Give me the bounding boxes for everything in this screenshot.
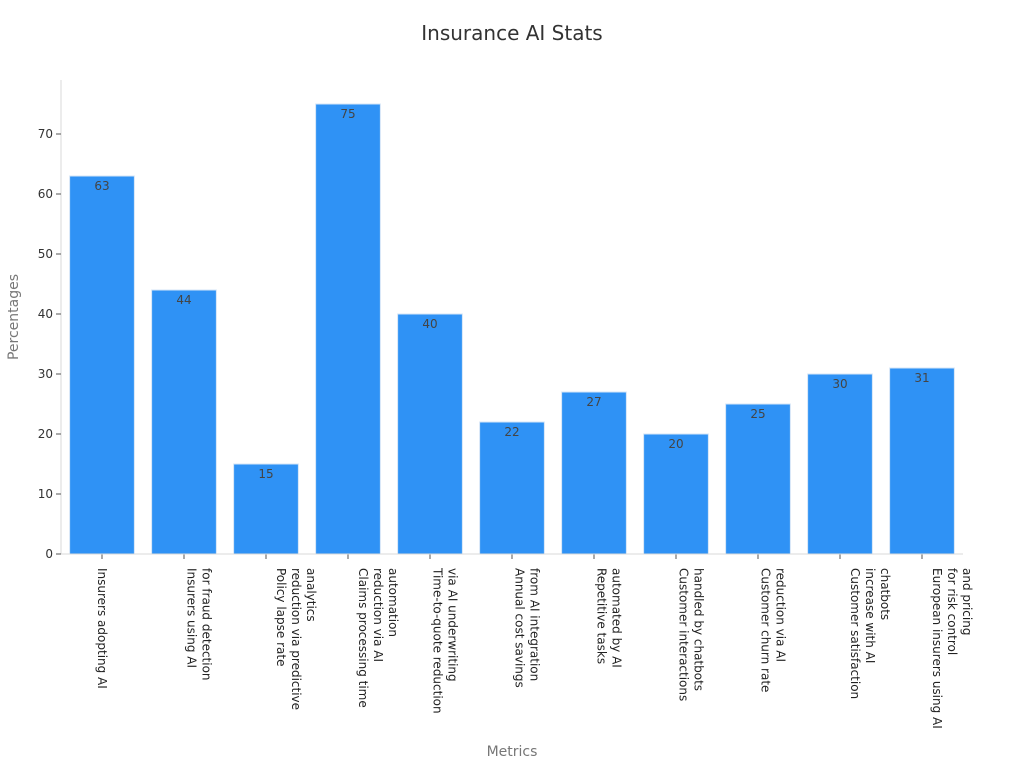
- y-axis: 0 10 20 30 40 50 60 70: [38, 80, 62, 561]
- x-axis-title: Metrics: [487, 744, 538, 760]
- y-tick-label: 60: [38, 187, 53, 201]
- x-tick-label: Annual cost savingsfrom AI integration: [513, 568, 542, 688]
- y-tick-label: 20: [38, 427, 53, 441]
- x-tick-label: Insurers adopting AI: [95, 568, 109, 689]
- x-tick-label: Claims processing timereduction via AIau…: [356, 568, 400, 708]
- x-tick-label: Repetitive tasksautomated by AI: [595, 568, 624, 668]
- bar: [233, 463, 299, 555]
- data-label: 25: [750, 407, 765, 421]
- y-tick-label: 50: [38, 247, 53, 261]
- x-tick-label: Policy lapse ratereduction via predictiv…: [274, 568, 318, 710]
- chart-title: Insurance AI Stats: [421, 21, 602, 45]
- x-tick-label: Customer interactionshandled by chatbots: [677, 568, 706, 701]
- x-tick-label: Customer satisfactionincrease with AIcha…: [848, 568, 892, 699]
- bar: [561, 391, 627, 555]
- y-axis-title: Percentages: [6, 274, 22, 360]
- bars: 63 44 15 75 40 22 27 20 25 30 31: [69, 103, 955, 555]
- data-label: 15: [258, 467, 273, 481]
- bar: [69, 175, 135, 555]
- data-label: 20: [668, 437, 683, 451]
- y-tick-label: 40: [38, 307, 53, 321]
- bar: [643, 433, 709, 555]
- data-label: 75: [340, 107, 355, 121]
- bar: [151, 289, 217, 555]
- data-label: 44: [176, 293, 191, 307]
- x-tick-label: Customer churn ratereduction via AI: [759, 568, 788, 692]
- y-tick-label: 0: [45, 547, 53, 561]
- data-label: 40: [422, 317, 437, 331]
- x-tick-label: Insurers using AIfor fraud detection: [185, 568, 214, 681]
- bar: [315, 103, 381, 555]
- data-label: 22: [504, 425, 519, 439]
- data-label: 31: [914, 371, 929, 385]
- bar: [889, 367, 955, 555]
- bar: [807, 373, 873, 555]
- x-axis: Insurers adopting AI Insurers using AIfor…: [61, 553, 974, 729]
- bar: [725, 403, 791, 555]
- y-tick-label: 70: [38, 127, 53, 141]
- y-tick-label: 10: [38, 487, 53, 501]
- data-label: 63: [94, 179, 109, 193]
- data-label: 30: [832, 377, 847, 391]
- data-label: 27: [586, 395, 601, 409]
- x-tick-label: Time-to-quote reductionvia AI underwriti…: [431, 567, 460, 714]
- bar: [479, 421, 545, 555]
- y-tick-label: 30: [38, 367, 53, 381]
- x-tick-label: European insurers using AIfor risk contr…: [930, 568, 974, 729]
- bar: [397, 313, 463, 555]
